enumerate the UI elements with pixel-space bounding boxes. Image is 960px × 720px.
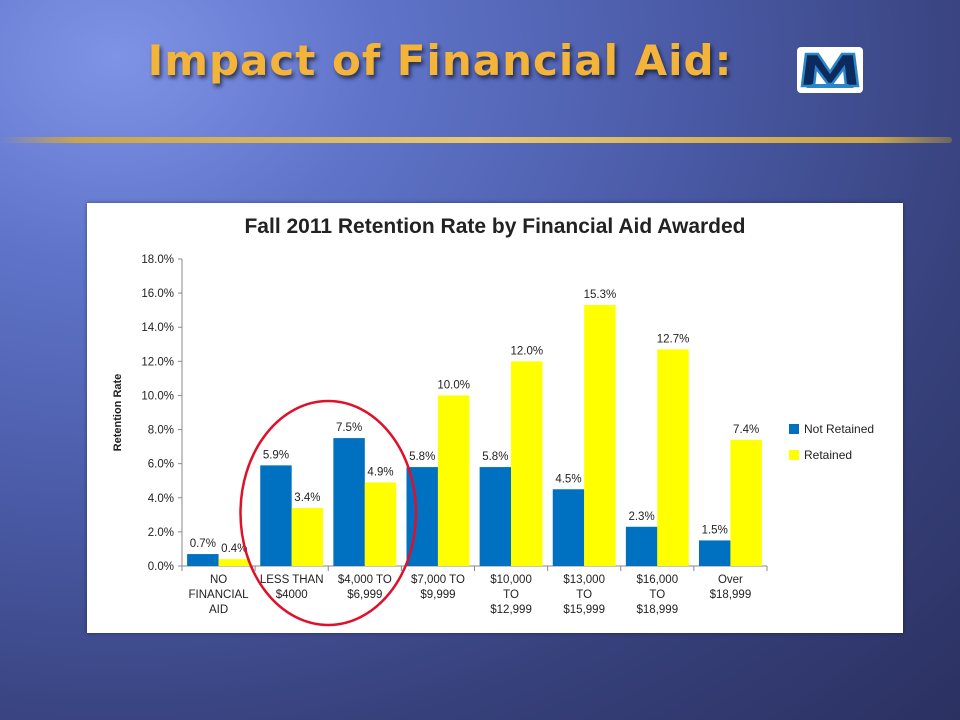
chart-legend: Not Retained Retained <box>789 416 874 468</box>
bar-retained <box>511 361 543 566</box>
legend-label-not-retained: Not Retained <box>804 422 875 436</box>
bar-retained <box>584 305 616 566</box>
x-tick-label: Over <box>718 574 743 586</box>
x-tick-label: $16,000 <box>637 574 679 586</box>
chart-panel: Fall 2011 Retention Rate by Financial Ai… <box>87 203 903 633</box>
school-logo <box>797 47 863 93</box>
bar-not-retained <box>552 489 585 566</box>
y-tick-label: 18.0% <box>141 254 174 266</box>
x-tick-label: $12,999 <box>490 604 532 616</box>
bar-not-retained <box>333 438 365 566</box>
y-axis-label: Retention Rate <box>112 374 124 452</box>
x-tick-label: $18,999 <box>637 604 679 616</box>
legend-item-not-retained: Not Retained <box>789 416 874 442</box>
bar-not-retained <box>479 467 512 566</box>
y-tick-label: 2.0% <box>148 527 174 539</box>
bar-chart: 0.0% 2.0% 4.0% 6.0% 8.0% 10.0% 12.0% 14.0% 16.0%… <box>112 254 768 627</box>
data-label-not-retained: 5.8% <box>409 451 435 463</box>
data-label-not-retained: 2.3% <box>628 511 654 523</box>
legend-item-retained: Retained <box>789 442 874 468</box>
bar-retained <box>730 439 762 566</box>
bar-not-retained <box>187 554 219 566</box>
x-tick-label: TO <box>649 589 665 601</box>
title-divider <box>0 137 952 143</box>
data-label-retained: 12.0% <box>510 345 543 357</box>
data-label-not-retained: 0.7% <box>190 538 216 550</box>
y-tick-label: 6.0% <box>148 459 174 471</box>
bar-retained <box>218 559 251 566</box>
x-tick-label: LESS THAN <box>260 574 324 586</box>
x-tick-label: $18,999 <box>710 589 752 601</box>
data-label-retained: 15.3% <box>584 289 617 301</box>
bar-retained <box>657 349 689 566</box>
data-label-retained: 7.4% <box>733 424 759 436</box>
x-tick-label: $6,999 <box>347 589 382 601</box>
y-tick-label: 4.0% <box>148 493 174 505</box>
data-label-retained: 12.7% <box>657 333 690 345</box>
bar-not-retained <box>625 526 658 566</box>
data-label-not-retained: 5.8% <box>482 451 508 463</box>
bar-not-retained <box>698 540 731 566</box>
y-tick-label: 12.0% <box>141 356 174 368</box>
bar-retained <box>291 508 324 566</box>
x-tick-label: $13,000 <box>563 574 605 586</box>
data-label-not-retained: 4.5% <box>555 473 581 485</box>
x-tick-label: $10,000 <box>490 574 532 586</box>
x-tick-label: TO <box>503 589 519 601</box>
data-label-not-retained: 7.5% <box>336 422 362 434</box>
data-label-retained: 3.4% <box>294 492 320 504</box>
highlight-ellipse <box>239 399 418 627</box>
data-label-not-retained: 5.9% <box>263 449 289 461</box>
y-tick-label: 14.0% <box>141 322 174 334</box>
x-tick-label: AID <box>209 604 228 616</box>
legend-label-retained: Retained <box>804 448 853 462</box>
y-tick-label: 8.0% <box>148 425 174 437</box>
x-tick-label: TO <box>576 589 592 601</box>
x-tick-label: NO <box>210 574 227 586</box>
x-tick-label: FINANCIAL <box>189 589 250 601</box>
y-tick-label: 10.0% <box>141 390 174 402</box>
data-label-retained: 4.9% <box>367 466 393 478</box>
y-tick-label: 16.0% <box>141 288 174 300</box>
legend-swatch-not-retained <box>789 424 799 434</box>
y-tick-label: 0.0% <box>148 561 174 573</box>
x-tick-label: $4,000 TO <box>338 574 392 586</box>
slide-title: Impact of Financial Aid: <box>147 36 733 85</box>
data-label-retained: 0.4% <box>221 543 247 555</box>
data-label-not-retained: 1.5% <box>702 524 728 536</box>
bar-retained <box>364 482 397 566</box>
bar-not-retained <box>260 465 292 566</box>
x-tick-label: $15,999 <box>563 604 605 616</box>
bar-retained <box>437 395 470 566</box>
data-label-retained: 10.0% <box>437 379 470 391</box>
x-tick-label: $4000 <box>276 589 308 601</box>
chart-title: Fall 2011 Retention Rate by Financial Ai… <box>244 215 746 238</box>
x-tick-label: $7,000 TO <box>411 574 465 586</box>
legend-swatch-retained <box>789 450 799 460</box>
x-tick-label: $9,999 <box>420 589 455 601</box>
